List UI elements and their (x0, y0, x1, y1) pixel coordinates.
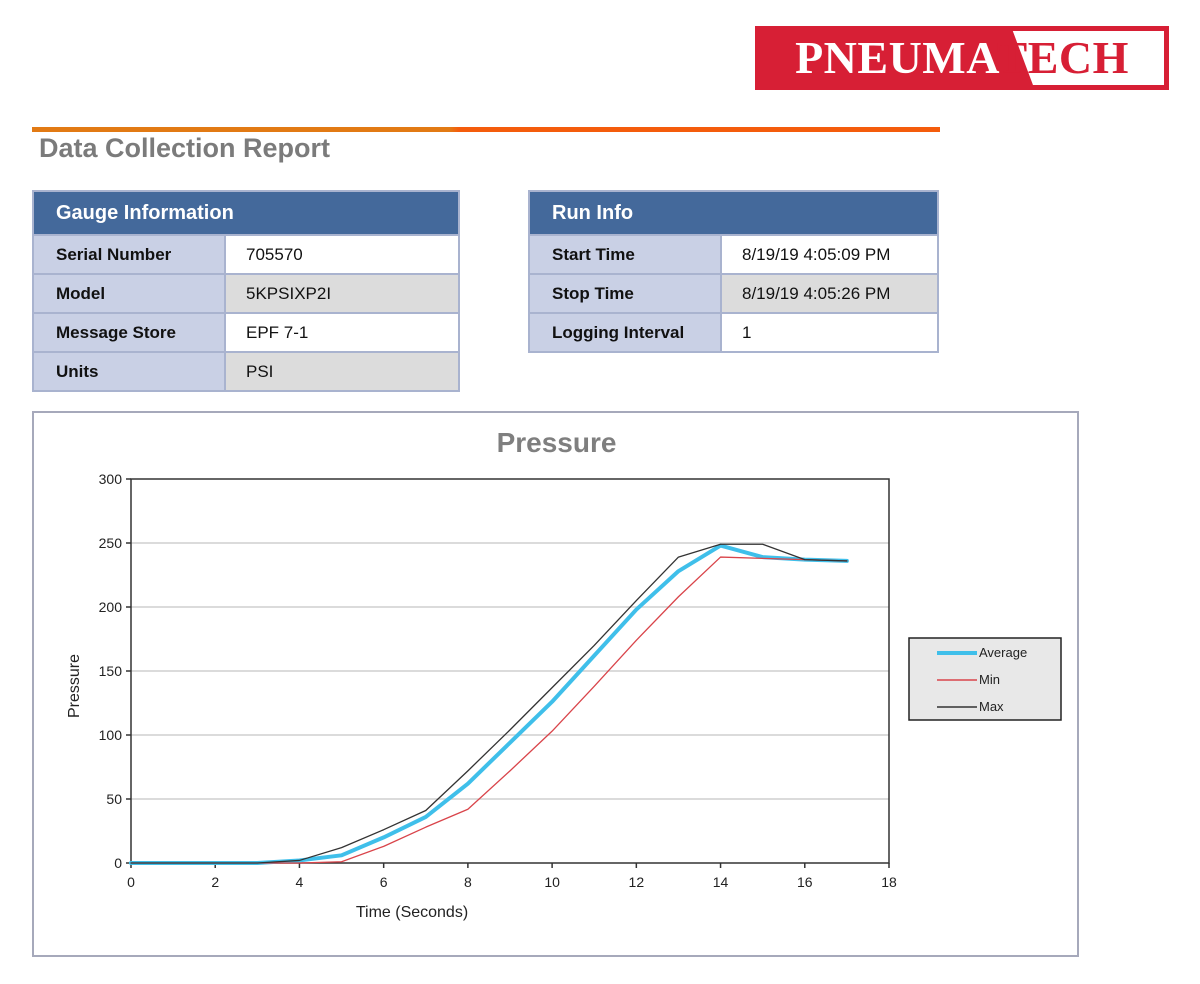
x-tick-label: 18 (881, 874, 897, 890)
logo-text: PNEUMATECH (757, 34, 1167, 82)
row-label: Serial Number (34, 236, 226, 273)
y-tick-label: 50 (106, 791, 122, 807)
table-row: Message Store EPF 7-1 (34, 312, 458, 351)
y-tick-label: 0 (114, 855, 122, 871)
table-row: Logging Interval 1 (530, 312, 937, 351)
series-line-min (130, 556, 848, 864)
legend-label-average: Average (979, 645, 1027, 660)
pressure-line-chart: 0 50 100 150 200 250 300 0 2 4 6 8 10 12 14 16 18 Time (S… (66, 471, 1062, 921)
x-tick-label: 12 (629, 874, 645, 890)
legend-box (908, 637, 1062, 721)
logo-text-pneuma: PNEUMA (795, 32, 997, 83)
y-tick-label: 300 (99, 471, 123, 487)
table-row: Stop Time 8/19/19 4:05:26 PM (530, 273, 937, 312)
x-tick-label: 14 (713, 874, 729, 890)
row-label: Message Store (34, 314, 226, 351)
row-value: 8/19/19 4:05:26 PM (722, 275, 937, 312)
x-tick-label: 16 (797, 874, 813, 890)
table-row: Model 5KPSIXP2I (34, 273, 458, 312)
y-tick-label: 150 (99, 663, 123, 679)
row-label: Model (34, 275, 226, 312)
table-row: Serial Number 705570 (34, 234, 458, 273)
gauge-information-table: Gauge Information Serial Number 705570 M… (32, 190, 460, 392)
chart-title: Pressure (496, 427, 617, 458)
row-label: Units (34, 353, 226, 390)
legend-label-min: Min (979, 672, 1000, 687)
x-tick-label: 8 (464, 874, 472, 890)
y-tick-label: 200 (99, 599, 123, 615)
y-tick-label: 250 (99, 535, 123, 551)
table-row: Units PSI (34, 351, 458, 390)
title-divider (32, 127, 940, 132)
x-tick-label: 6 (380, 874, 388, 890)
x-tick-label: 0 (127, 874, 135, 890)
x-tick-label: 10 (544, 874, 560, 890)
row-value: PSI (226, 353, 458, 390)
row-value: 8/19/19 4:05:09 PM (742, 244, 891, 264)
gauge-information-header: Gauge Information (34, 192, 458, 234)
y-tick-label: 100 (99, 727, 123, 743)
report-title: Data Collection Report (39, 133, 331, 163)
run-info-header: Run Info (530, 192, 937, 234)
series-line-max (130, 543, 848, 864)
pneumatech-logo: PNEUMATECH (755, 26, 1169, 90)
y-axis-title: Pressure (66, 654, 83, 718)
row-label: Logging Interval (530, 314, 722, 351)
legend-label-max: Max (979, 699, 1004, 714)
table-row: Start Time 8/19/19 4:05:09 PM (530, 234, 937, 273)
x-tick-label: 2 (211, 874, 219, 890)
pressure-chart-frame: Pressure 0 50 100 150 200 250 300 0 2 4 6 8 10 12 14 16… (32, 411, 1079, 957)
x-axis-title: Time (Seconds) (356, 904, 468, 921)
series-line-average (129, 543, 849, 865)
row-value: 1 (742, 322, 752, 342)
row-label: Start Time (530, 236, 722, 273)
row-value: EPF 7-1 (246, 322, 309, 342)
logo-white-panel (1012, 31, 1164, 85)
row-value: 705570 (246, 244, 303, 264)
logo-text-tech: TECH (996, 32, 1129, 83)
run-info-table: Run Info Start Time 8/19/19 4:05:09 PM S… (528, 190, 939, 353)
row-label: Stop Time (530, 275, 722, 312)
row-value: 5KPSIXP2I (226, 275, 458, 312)
x-tick-label: 4 (296, 874, 304, 890)
